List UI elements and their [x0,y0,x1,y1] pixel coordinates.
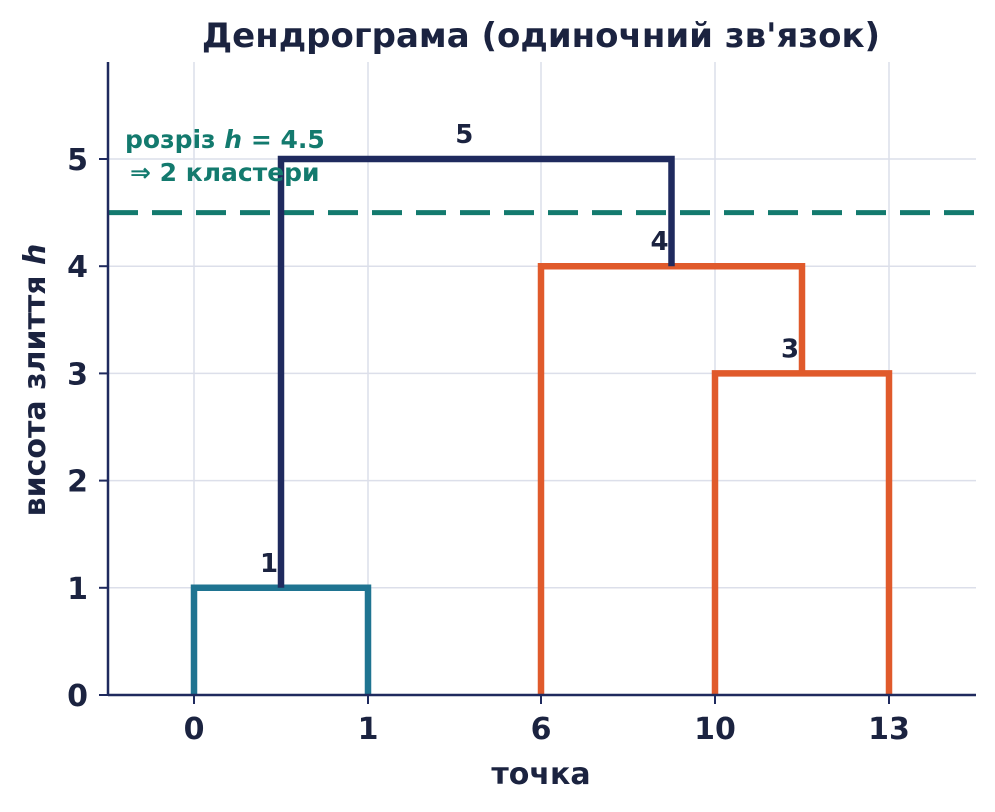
x-tick-label: 13 [868,712,910,747]
cut-annotation-line2: ⇒ 2 кластери [130,158,320,187]
labels: Дендрограма (одиночний зв'язок) точка ви… [18,16,880,792]
x-axis-label: точка [491,757,590,792]
y-tick-label: 4 [67,250,88,285]
y-tick-label: 3 [67,357,88,392]
merge-link-5 [277,155,675,588]
merge-height-label: 4 [650,227,668,257]
x-tick-label: 0 [184,712,205,747]
y-tick-label: 0 [67,679,88,714]
chart-title: Дендрограма (одиночний зв'язок) [202,16,880,56]
merge-height-label: 3 [781,334,799,364]
y-tick-label: 5 [67,143,88,178]
y-tick-label: 1 [67,572,88,607]
cut-annotation-line1: розріз h = 4.5 [125,125,325,154]
x-tick-label: 1 [358,712,379,747]
y-axis-label: висота злиття h [18,244,53,517]
merge-height-label: 1 [260,549,278,579]
merge-link-3 [711,370,893,695]
merge-height-label: 5 [455,120,473,150]
y-tick-label: 2 [67,465,88,500]
dendrogram-links: 1 3 4 5 [190,120,893,695]
x-tick-label: 6 [531,712,552,747]
merge-link-1 [190,584,372,695]
x-tick-label: 10 [694,712,736,747]
